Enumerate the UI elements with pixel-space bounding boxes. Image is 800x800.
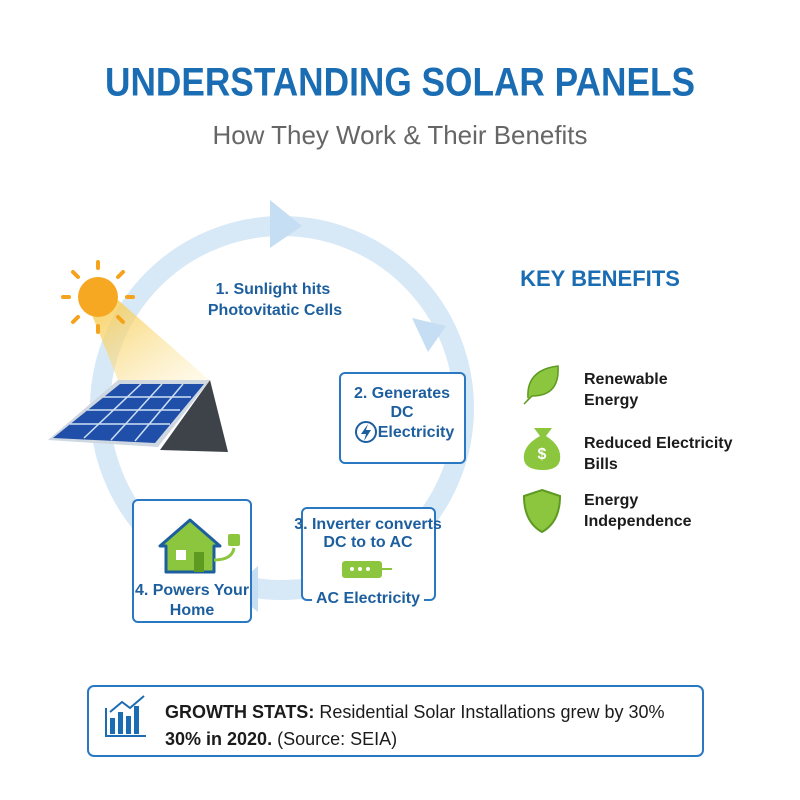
stats-source: (Source: SEIA) [277, 729, 397, 749]
step-text: DC [390, 404, 414, 421]
benefit-text: Reduced Electricity [584, 435, 733, 452]
label-bg [312, 590, 424, 608]
step-text: 2. Generates [354, 385, 450, 402]
stats-text: 30% in 2020. [165, 729, 272, 749]
stats-line: GROWTH STATS: Residential Solar Installa… [165, 702, 665, 722]
benefit-text: Energy [584, 492, 638, 509]
money-bag-icon: $ [523, 428, 561, 470]
subtitle: How They Work & Their Benefits [213, 120, 588, 150]
chart-icon [105, 695, 146, 737]
step-text: 3. Inverter converts [294, 516, 442, 533]
sun [61, 260, 135, 334]
step-text: Photovitatic Cells [208, 302, 342, 319]
step-text: 4. Powers Your [135, 582, 249, 599]
bolt-icon [355, 421, 377, 443]
inverter-icon [342, 561, 392, 578]
svg-text:$: $ [538, 446, 547, 463]
title: UNDERSTANDING SOLAR PANELS [105, 61, 695, 105]
benefit-text: Bills [584, 456, 618, 473]
step-text: 1. Sunlight hits [216, 281, 331, 298]
benefit-text: Renewable [584, 371, 668, 388]
step-text: DC to to AC [323, 534, 413, 551]
benefit-text: Independence [584, 513, 692, 530]
stats-text: Residential Solar Installations grew by … [319, 702, 664, 722]
stats-box [87, 685, 704, 757]
benefit-text: Energy [584, 392, 638, 409]
stats-line: 30% in 2020. (Source: SEIA) [165, 729, 397, 749]
step-text: Home [170, 602, 215, 619]
step-output: AC Electricity [316, 590, 420, 607]
benefits-title: KEY BENEFITS [520, 266, 680, 291]
shield-icon [522, 488, 562, 534]
leaf-icon [523, 365, 559, 405]
solar-panel [48, 380, 228, 452]
step-text: Electricity [378, 424, 455, 441]
house-icon [158, 518, 240, 574]
stats-label: GROWTH STATS: [165, 702, 314, 722]
